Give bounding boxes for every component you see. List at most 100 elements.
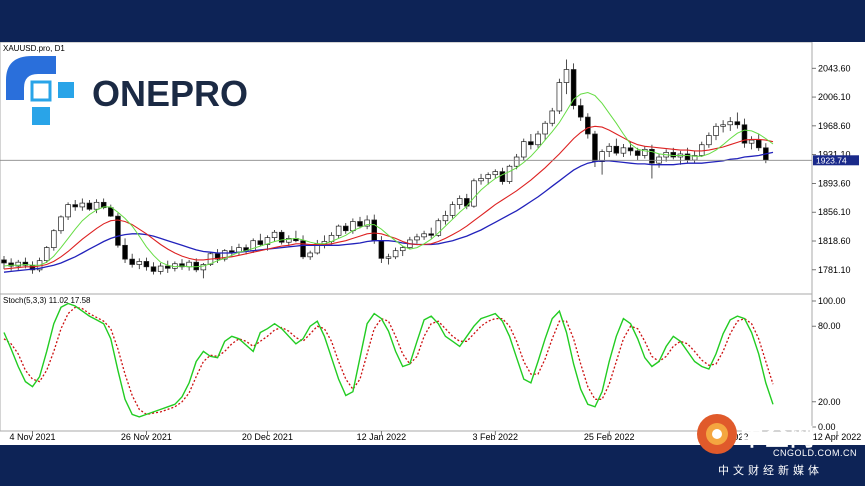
watermark-brand: 中金网: [740, 424, 815, 451]
bull-candle: [271, 231, 278, 238]
bear-candle: [100, 201, 107, 209]
watermark-coin-dot-icon: [712, 429, 722, 439]
bear-candle: [108, 207, 114, 217]
logo-mark-icon: [6, 56, 56, 100]
watermark-url: CNGOLD.COM.CN: [773, 448, 858, 458]
bear-candle: [627, 147, 634, 152]
bull-candle: [442, 215, 449, 222]
price-tick-label: 1893.60: [818, 178, 851, 188]
current-price-value: 1923.74: [816, 155, 847, 165]
current-price-tag: 1923.74: [813, 155, 859, 166]
bull-candle: [449, 204, 456, 216]
price-tick-label: 1856.10: [818, 207, 851, 217]
date-tick-label: 20 Dec 2021: [242, 432, 293, 442]
stoch-d-line: [3, 306, 774, 416]
bear-candle: [592, 133, 598, 162]
bull-candle: [93, 201, 100, 210]
bull-candle: [392, 250, 399, 258]
bear-candle: [670, 152, 677, 158]
bull-candle: [492, 171, 499, 176]
bull-candle: [79, 202, 86, 208]
date-tick-label: 26 Nov 2021: [121, 432, 172, 442]
bear-candle: [22, 261, 29, 266]
bear-candle: [464, 198, 470, 207]
bull-candle: [414, 236, 420, 241]
bull-candle: [478, 178, 484, 182]
bull-candle: [642, 148, 648, 156]
bear-candle: [613, 145, 620, 154]
symbol-label: XAUUSD.pro, D1: [3, 44, 65, 53]
bull-candle: [43, 247, 50, 262]
bear-candle: [214, 253, 221, 260]
bull-candle: [542, 122, 548, 135]
cngold-watermark: [697, 414, 737, 454]
price-tick-label: 2043.60: [818, 63, 851, 73]
bear-candle: [577, 105, 584, 118]
bull-candle: [471, 180, 477, 207]
bear-candle: [741, 124, 748, 144]
bull-candle: [364, 219, 370, 227]
bear-candle: [122, 244, 128, 260]
price-tick-label: 1818.60: [818, 236, 851, 246]
bull-candle: [485, 174, 491, 179]
bull-candle: [51, 230, 57, 248]
bull-candle: [535, 133, 541, 146]
bear-candle: [278, 231, 285, 243]
bear-candle: [115, 215, 121, 246]
bear-candle: [143, 261, 150, 268]
price-tick-label: 1968.60: [818, 121, 851, 131]
logo-square-icon: [32, 107, 50, 125]
price-tick-label: 1931.10: [818, 150, 851, 160]
ma-slow-line: [3, 151, 774, 273]
bear-candle: [649, 148, 655, 164]
bear-candle: [86, 202, 93, 210]
bear-candle: [165, 265, 171, 269]
bull-candle: [136, 261, 143, 265]
stoch-panel-frame: [0, 293, 813, 432]
bull-candle: [556, 82, 563, 112]
bear-candle: [72, 204, 78, 208]
bear-candle: [129, 258, 135, 265]
price-tick-label: 1781.10: [818, 265, 851, 275]
bull-candle: [307, 252, 313, 258]
bear-candle: [528, 141, 534, 146]
bull-candle: [563, 69, 570, 83]
date-tick-label: 12 Apr 2022: [813, 432, 862, 442]
bull-candle: [606, 145, 612, 152]
bear-candle: [257, 240, 264, 245]
date-tick-label: 3 Feb 2022: [473, 432, 519, 442]
stoch-tick-label: 100.00: [818, 296, 846, 306]
onepro-logo: ONEPRO: [6, 56, 248, 125]
logo-wordmark: ONEPRO: [92, 73, 248, 114]
stoch-tick-label: 80.00: [818, 321, 841, 331]
logo-square-icon: [58, 82, 74, 98]
bear-candle: [357, 221, 363, 227]
bull-candle: [65, 204, 71, 218]
bull-candle: [549, 110, 555, 124]
bull-candle: [521, 141, 527, 158]
bear-candle: [570, 69, 577, 106]
bull-candle: [335, 225, 342, 236]
logo-square-icon: [30, 80, 52, 102]
bear-candle: [378, 240, 385, 259]
bear-candle: [499, 171, 506, 182]
stoch-tick-label: 20.00: [818, 397, 841, 407]
bear-candle: [1, 259, 7, 264]
watermark-slogan: 中文财经新媒体: [718, 465, 823, 477]
bull-candle: [748, 139, 755, 144]
candles: [1, 59, 769, 279]
ma-fast-line: [3, 91, 774, 268]
bull-candle: [456, 198, 463, 205]
bear-candle: [734, 121, 741, 126]
bull-candle: [350, 221, 356, 232]
bull-candle: [58, 216, 64, 232]
bull-candle: [720, 124, 726, 127]
bull-candle: [264, 237, 271, 245]
date-tick-label: 12 Jan 2022: [357, 432, 407, 442]
bear-candle: [428, 233, 434, 236]
stoch-tick-label: 0.00: [818, 422, 836, 432]
bull-candle: [221, 250, 228, 260]
bull-candle: [385, 256, 392, 259]
chart-area: XAUUSD.pro, D1 Stoch(5,3,3) 11.02 17.58 …: [0, 41, 865, 445]
bear-candle: [343, 225, 349, 232]
